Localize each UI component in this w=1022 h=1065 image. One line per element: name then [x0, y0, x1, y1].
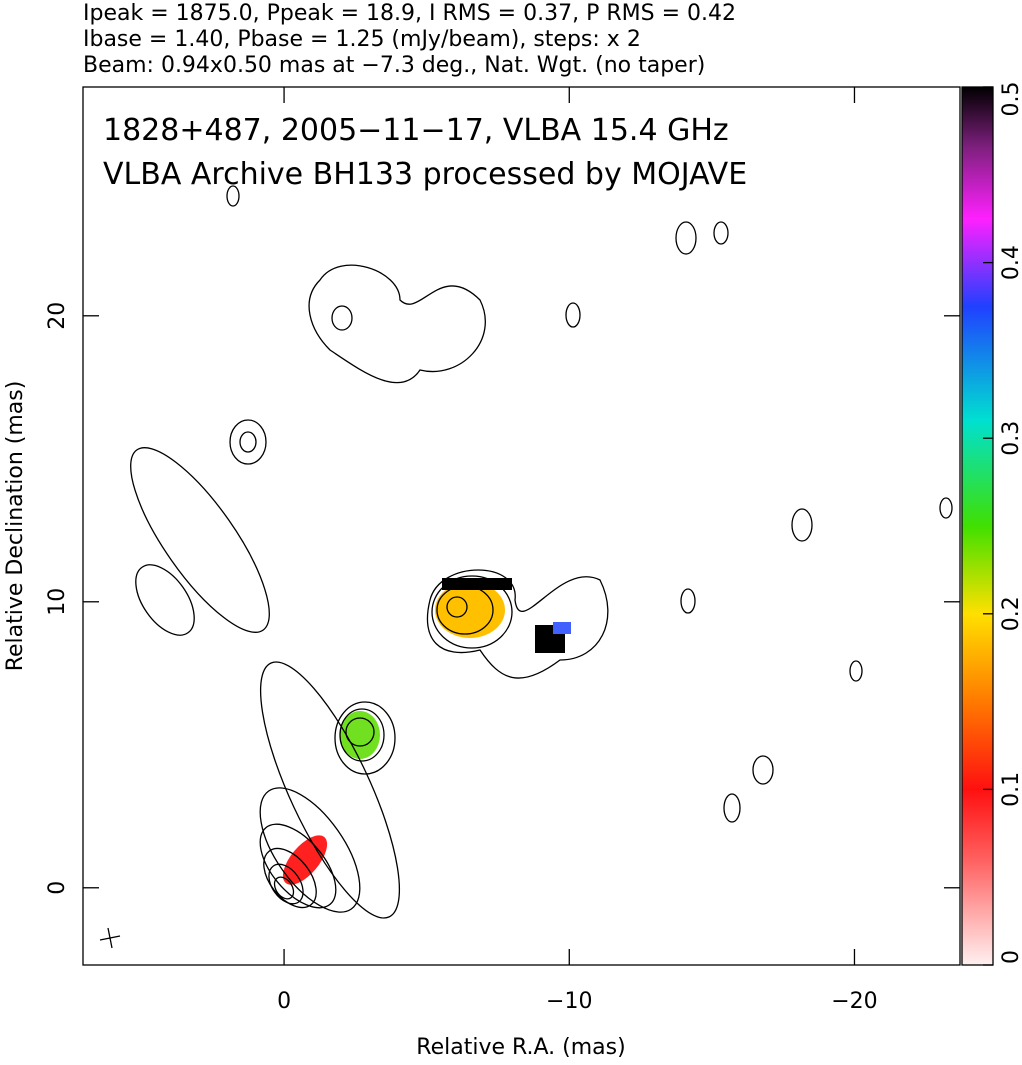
colorbar	[961, 86, 994, 966]
header: Ipeak = 1875.0, Ppeak = 18.9, I RMS = 0.…	[83, 1, 736, 78]
x-tick-label: −10	[546, 989, 592, 1014]
annotation: VLBA Archive BH133 processed by MOJAVE	[103, 157, 747, 192]
x-tick-label: −20	[831, 989, 877, 1014]
y-tick-label: 20	[45, 302, 70, 330]
annotation: 1828+487, 2005−11−17, VLBA 15.4 GHz	[103, 113, 729, 148]
colorbar-tick-label: 0.3	[999, 421, 1022, 456]
plot-frame	[82, 86, 961, 966]
x-tick-label: 0	[277, 989, 291, 1014]
x-axis-label: Relative R.A. (mas)	[416, 1035, 625, 1060]
y-axis-label: Relative Declination (mas)	[3, 381, 28, 672]
colorbar-tick-label: 0	[999, 950, 1022, 964]
colorbar-tick-label: 0.5	[999, 82, 1022, 117]
contours	[99, 185, 953, 949]
header-line: Beam: 0.94x0.50 mas at −7.3 deg., Nat. W…	[83, 53, 705, 78]
colorbar-tick-label: 0.4	[999, 245, 1022, 280]
colorbar-tick-label: 0.1	[999, 772, 1022, 807]
header-line: Ipeak = 1875.0, Ppeak = 18.9, I RMS = 0.…	[83, 1, 736, 26]
y-tick-label: 10	[45, 588, 70, 616]
y-tick-label: 0	[45, 881, 70, 895]
colorbar-tick-label: 0.2	[999, 596, 1022, 631]
header-line: Ibase = 1.40, Pbase = 1.25 (mJy/beam), s…	[83, 27, 641, 52]
